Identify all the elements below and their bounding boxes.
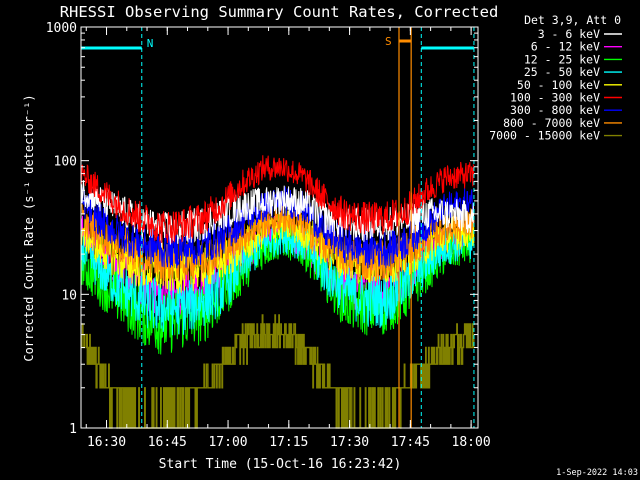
saa-label: S — [385, 35, 392, 48]
legend-label-8: 7000 - 15000 keV — [489, 129, 600, 143]
footer-timestamp: 1-Sep-2022 14:03 — [556, 468, 638, 478]
x-tick-label-1: 16:45 — [148, 435, 187, 450]
axes: 1 10 100 1000 16:30 16:45 17:00 17:15 17:30 17:45… — [46, 21, 491, 450]
legend-label-1: 6 - 12 keV — [531, 40, 600, 54]
chart-title: RHESSI Observing Summary Count Rates, Co… — [60, 3, 499, 21]
series-line-6 — [80, 186, 475, 269]
y-tick-label-1: 10 — [61, 288, 77, 303]
x-tick-label-5: 17:45 — [391, 435, 430, 450]
y-tick-label-3: 1000 — [46, 21, 77, 36]
x-tick-label-4: 17:30 — [330, 435, 369, 450]
x-tick-label-0: 16:30 — [87, 435, 126, 450]
x-axis-label: Start Time (15-Oct-16 16:23:42) — [159, 457, 402, 472]
x-tick-label-6: 18:00 — [452, 435, 491, 450]
night-label: N — [147, 37, 154, 50]
y-tick-label-0: 1 — [69, 422, 77, 437]
x-tick-label-3: 17:15 — [269, 435, 308, 450]
y-axis-label: Corrected Count Rate (s⁻¹ detector⁻¹) — [22, 94, 36, 361]
y-tick-label-2: 100 — [54, 155, 77, 170]
legend-label-5: 100 - 300 keV — [510, 91, 600, 105]
legend-label-2: 12 - 25 keV — [524, 52, 600, 66]
legend-label-3: 25 - 50 keV — [524, 65, 600, 79]
legend-label-6: 300 - 800 keV — [510, 103, 600, 117]
legend-label-0: 3 - 6 keV — [538, 27, 600, 41]
legend-header: Det 3,9, Att 0 — [524, 13, 621, 27]
plot-frame — [80, 26, 479, 429]
x-tick-label-2: 17:00 — [208, 435, 247, 450]
series-line-5 — [80, 155, 475, 244]
series-line-3 — [80, 218, 475, 336]
legend-label-4: 50 - 100 keV — [517, 78, 600, 92]
legend-label-7: 800 - 7000 keV — [503, 116, 600, 130]
